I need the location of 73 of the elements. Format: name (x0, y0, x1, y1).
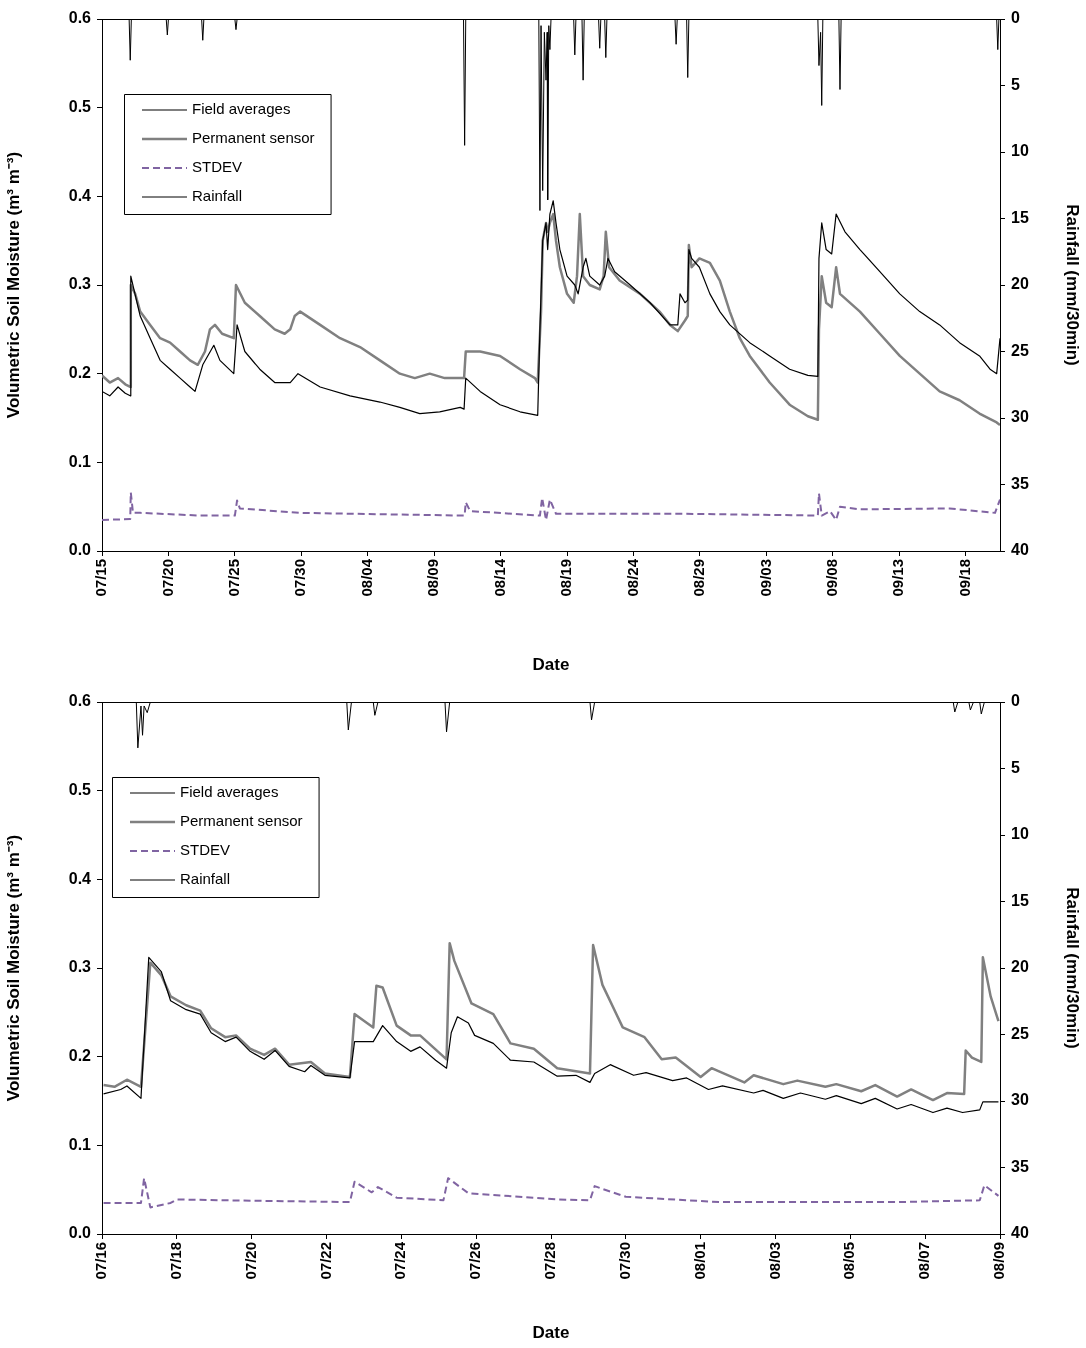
y-tick-label: 0.3 (68, 958, 92, 976)
y2-tick-label: 35 (1011, 474, 1029, 492)
y2-tick-label: 30 (1011, 408, 1029, 426)
y2-axis-title: Rainfall (mm/30min) (1063, 204, 1083, 366)
x-tick-label: 08/03 (765, 1242, 783, 1280)
x-tick-label: 08/29 (690, 559, 708, 597)
legend-label: STDEV (192, 158, 243, 176)
x-tick-label: 08/19 (557, 559, 575, 597)
y-tick-label: 0.3 (68, 275, 92, 293)
y-axis-title: Volumetric Soil Moisture (m³ m⁻³) (3, 151, 23, 419)
x-tick-label: 07/25 (225, 559, 243, 597)
x-tick-label: 07/15 (92, 559, 110, 597)
y-tick-label: 0.1 (68, 452, 92, 470)
y-tick-label: 0.6 (68, 692, 92, 710)
y-tick-label: 0.2 (68, 1047, 92, 1065)
y-tick-label: 0.0 (68, 541, 92, 559)
y-tick-label: 0.5 (68, 781, 92, 799)
x-tick-label: 07/28 (541, 1242, 559, 1280)
y-tick-label: 0.2 (68, 364, 92, 382)
x-tick-label: 07/30 (615, 1242, 633, 1280)
y2-tick-label: 40 (1011, 541, 1029, 559)
x-tick-label: 08/09 (424, 559, 442, 597)
y2-tick-label: 20 (1011, 958, 1029, 976)
y2-tick-label: 30 (1011, 1091, 1029, 1109)
x-tick-label: 08/05 (840, 1242, 858, 1280)
x-tick-label: 08/01 (690, 1242, 708, 1280)
y-tick-label: 0.4 (68, 186, 92, 204)
y2-tick-label: 10 (1011, 142, 1029, 160)
y2-tick-label: 5 (1011, 75, 1020, 93)
y-tick-label: 0.4 (68, 869, 92, 887)
legend-label: Permanent sensor (192, 129, 315, 147)
y2-tick-label: 35 (1011, 1157, 1029, 1175)
x-tick-label: 09/18 (955, 559, 973, 597)
y2-tick-label: 25 (1011, 1024, 1029, 1042)
x-axis-title: Date (532, 1323, 570, 1343)
y-tick-label: 0.1 (68, 1135, 92, 1153)
y2-tick-label: 25 (1011, 341, 1029, 359)
y-axis-title: Volumetric Soil Moisture (m³ m⁻³) (3, 834, 23, 1102)
x-tick-label: 08/04 (357, 558, 375, 597)
y-tick-label: 0.6 (68, 9, 92, 27)
x-axis-title: Date (532, 655, 570, 675)
x-tick-label: 07/26 (466, 1242, 484, 1280)
legend-label: Field averages (180, 783, 279, 801)
x-tick-label: 09/13 (889, 559, 907, 597)
y-tick-label: 0.0 (68, 1224, 92, 1242)
x-tick-label: 08/07 (915, 1242, 933, 1280)
x-tick-label: 08/24 (623, 558, 641, 597)
y2-tick-label: 15 (1011, 891, 1029, 909)
x-tick-label: 07/20 (158, 559, 176, 597)
y2-axis-title: Rainfall (mm/30min) (1063, 887, 1083, 1049)
legend-label: Rainfall (180, 870, 231, 888)
x-tick-label: 09/08 (822, 559, 840, 597)
y2-tick-label: 0 (1011, 692, 1020, 710)
y2-tick-label: 15 (1011, 208, 1029, 226)
x-tick-label: 07/20 (241, 1242, 259, 1280)
legend-label: Permanent sensor (180, 812, 303, 830)
x-tick-label: 07/24 (391, 1241, 409, 1280)
x-tick-label: 08/09 (990, 1242, 1008, 1280)
x-tick-label: 07/22 (316, 1242, 334, 1280)
x-tick-label: 08/14 (490, 558, 508, 597)
y2-tick-label: 0 (1011, 9, 1020, 27)
x-tick-label: 07/16 (92, 1242, 110, 1280)
y2-tick-label: 40 (1011, 1224, 1029, 1242)
x-tick-label: 09/03 (756, 559, 774, 597)
y2-tick-label: 10 (1011, 825, 1029, 843)
y-tick-label: 0.5 (68, 98, 92, 116)
y2-tick-label: 5 (1011, 758, 1020, 776)
x-tick-label: 07/30 (291, 559, 309, 597)
y2-tick-label: 20 (1011, 275, 1029, 293)
legend-label: STDEV (180, 841, 231, 859)
legend-label: Field averages (192, 100, 291, 118)
x-tick-label: 07/18 (166, 1242, 184, 1280)
legend-label: Rainfall (192, 187, 243, 205)
